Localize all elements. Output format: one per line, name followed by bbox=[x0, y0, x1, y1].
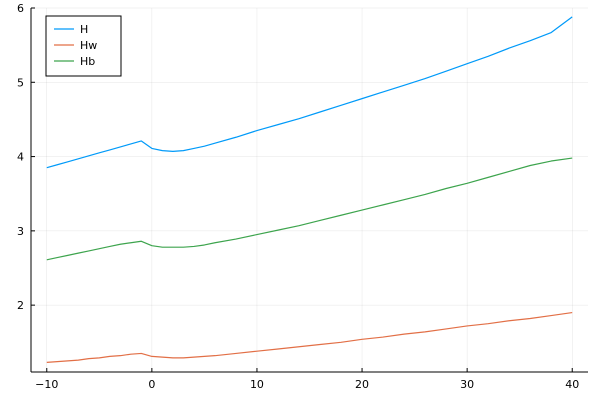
x-tick-label: −10 bbox=[35, 378, 58, 391]
legend-box bbox=[45, 15, 122, 77]
x-tick-label: 0 bbox=[148, 378, 155, 391]
series-lines bbox=[46, 16, 573, 363]
x-tick-label: 40 bbox=[565, 378, 579, 391]
series-line-hw bbox=[46, 311, 573, 363]
legend-label-h: H bbox=[80, 23, 88, 36]
y-tick-label: 4 bbox=[17, 151, 24, 164]
y-tick-label: 2 bbox=[17, 299, 24, 312]
series-line-h bbox=[46, 16, 573, 169]
legend: H Hw Hb bbox=[45, 15, 122, 77]
grid bbox=[31, 7, 588, 372]
legend-label-hw: Hw bbox=[80, 39, 97, 52]
x-tick-label: 30 bbox=[460, 378, 474, 391]
x-tick-label: 20 bbox=[355, 378, 369, 391]
series-line-hb bbox=[46, 157, 573, 261]
y-tick-label: 5 bbox=[17, 76, 24, 89]
x-tick-label: 10 bbox=[250, 378, 264, 391]
y-tick-label: 6 bbox=[17, 2, 24, 15]
axes: −10 0 10 20 30 40 2 3 4 5 6 bbox=[17, 2, 588, 391]
legend-label-hb: Hb bbox=[80, 55, 95, 68]
y-tick-label: 3 bbox=[17, 225, 24, 238]
